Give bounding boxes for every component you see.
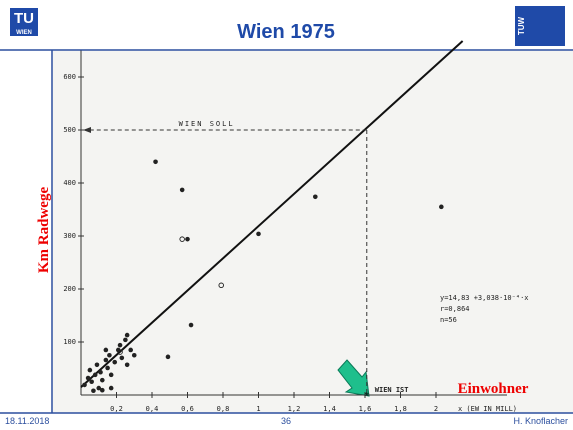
y-tick-label: 100 xyxy=(63,338,76,346)
scan xyxy=(53,51,573,413)
x-tick-label: 1,4 xyxy=(323,405,336,413)
point xyxy=(89,379,94,384)
point xyxy=(189,323,194,328)
x-axis-title: x (EW IN MILL) xyxy=(458,405,517,413)
point xyxy=(112,360,117,365)
x-tick-label: 1,2 xyxy=(288,405,301,413)
point xyxy=(88,368,93,373)
point xyxy=(118,343,123,348)
logo-left-bottom: WIEN xyxy=(16,30,32,36)
point xyxy=(153,160,158,165)
x-tick-label: 1,6 xyxy=(359,405,372,413)
y-tick-label: 200 xyxy=(63,285,76,293)
point xyxy=(109,386,114,391)
x-tick-label: 0,6 xyxy=(181,405,194,413)
soll-label: WIEN SOLL xyxy=(179,120,235,128)
point xyxy=(439,205,444,210)
point xyxy=(256,232,261,237)
date: 18.11.2018 xyxy=(5,416,49,426)
slide-title: Wien 1975 xyxy=(237,21,335,43)
annotation: r=0,864 xyxy=(440,305,470,313)
x-tick-label: 0,4 xyxy=(146,405,159,413)
logo-left-top: TU xyxy=(14,10,34,27)
point xyxy=(109,373,114,378)
point xyxy=(120,356,125,361)
annotation: n=56 xyxy=(440,316,457,324)
y-tick-label: 600 xyxy=(63,73,76,81)
y-tick-label: 400 xyxy=(63,179,76,187)
x-tick-label: 0,8 xyxy=(217,405,230,413)
x-tick-label: 0,2 xyxy=(110,405,123,413)
y-axis-label: Km Radwege xyxy=(36,187,52,274)
page-number: 36 xyxy=(281,416,291,426)
point xyxy=(107,353,112,358)
point xyxy=(123,338,128,343)
author: H. Knoflacher xyxy=(513,416,568,426)
point xyxy=(100,378,105,383)
point xyxy=(105,366,110,371)
point xyxy=(166,355,171,360)
point xyxy=(104,348,109,353)
point xyxy=(132,353,137,358)
y-tick-label: 300 xyxy=(63,232,76,240)
point xyxy=(185,237,190,242)
point xyxy=(313,194,318,199)
point xyxy=(180,188,185,193)
y-tick-label: 500 xyxy=(63,126,76,134)
point xyxy=(82,383,87,388)
x-tick-label: 1 xyxy=(256,405,260,413)
ist-label: WIEN IST xyxy=(375,386,409,394)
point xyxy=(128,348,133,353)
annotation: y=14,83 +3,038·10⁻⁴·x xyxy=(440,294,529,302)
point xyxy=(91,388,96,393)
x-tick-label: 1,8 xyxy=(394,405,407,413)
logo-right-text: TUW xyxy=(517,16,526,35)
point xyxy=(104,358,109,363)
point xyxy=(125,333,130,338)
slide: TU WIEN Wien 1975 TUW 18.11.2018 36 H. K… xyxy=(0,0,573,430)
point xyxy=(98,370,103,375)
x-tick-label: 2 xyxy=(434,405,438,413)
ist-marker: * xyxy=(365,391,369,402)
point xyxy=(125,362,130,367)
point xyxy=(100,388,105,393)
point xyxy=(86,376,91,381)
point xyxy=(95,362,100,367)
point xyxy=(93,373,98,378)
